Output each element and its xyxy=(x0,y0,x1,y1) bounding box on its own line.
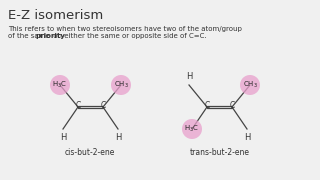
Text: H$_3$C: H$_3$C xyxy=(184,124,200,134)
Text: CH$_3$: CH$_3$ xyxy=(243,80,258,90)
Text: H: H xyxy=(244,133,250,142)
Circle shape xyxy=(111,75,131,95)
Text: of the same: of the same xyxy=(8,33,52,39)
Text: E-Z isomerism: E-Z isomerism xyxy=(8,9,103,22)
Text: trans-but-2-ene: trans-but-2-ene xyxy=(190,148,250,157)
Text: H$_3$C: H$_3$C xyxy=(52,80,68,90)
Circle shape xyxy=(50,75,70,95)
Text: H: H xyxy=(186,72,192,81)
Text: on either the same or opposite side of C=C.: on either the same or opposite side of C… xyxy=(51,33,207,39)
Text: priority: priority xyxy=(35,33,65,39)
Circle shape xyxy=(182,119,202,139)
Circle shape xyxy=(240,75,260,95)
Text: cis-but-2-ene: cis-but-2-ene xyxy=(65,148,115,157)
Text: C: C xyxy=(100,102,106,111)
Text: This refers to when two stereoisomers have two of the atom/group: This refers to when two stereoisomers ha… xyxy=(8,26,242,32)
Text: C: C xyxy=(229,102,235,111)
Text: C: C xyxy=(204,102,210,111)
Text: C: C xyxy=(76,102,81,111)
Text: H: H xyxy=(60,133,66,142)
Text: H: H xyxy=(115,133,121,142)
Text: CH$_3$: CH$_3$ xyxy=(114,80,128,90)
